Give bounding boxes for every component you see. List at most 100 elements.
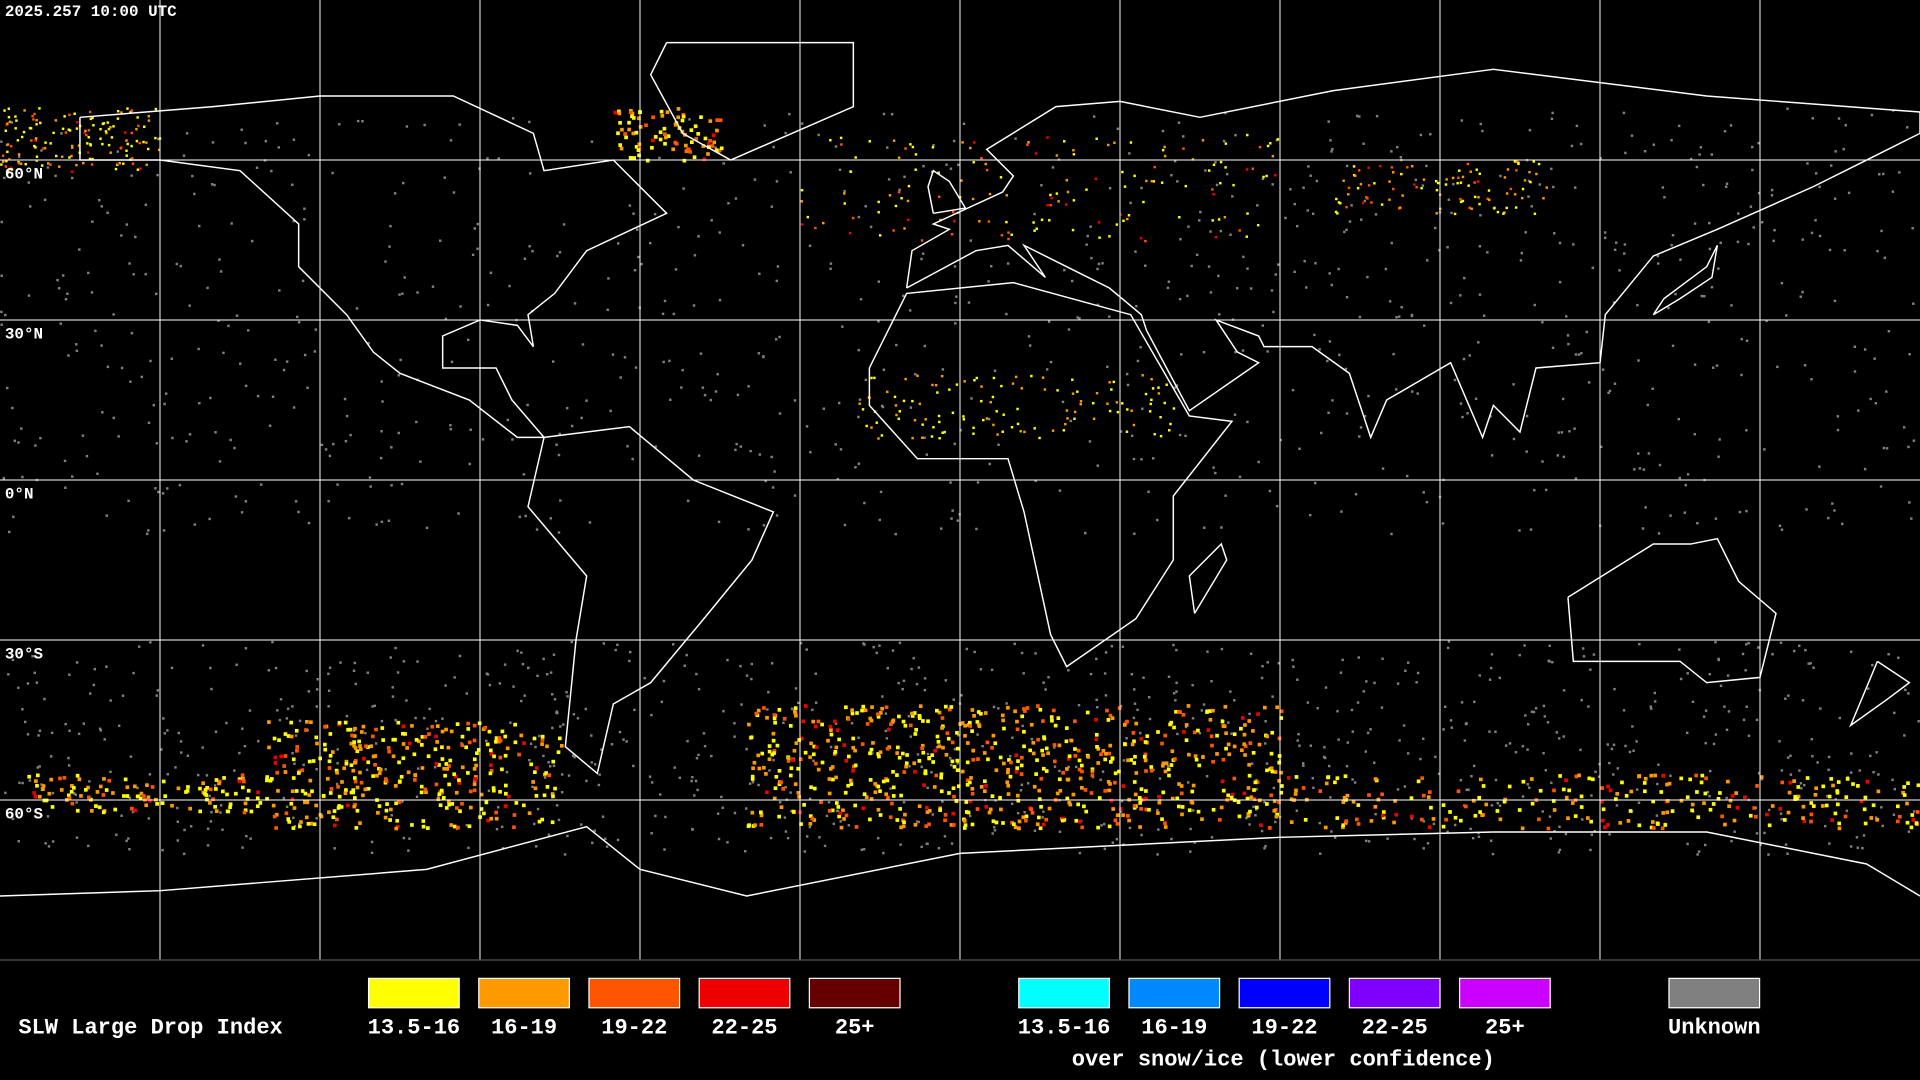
cloud-pixel <box>733 811 737 815</box>
cloud-pixel <box>369 744 373 749</box>
cloud-pixel <box>1039 804 1043 809</box>
cloud-pixel <box>1580 698 1583 702</box>
cloud-pixel <box>1460 119 1464 122</box>
cloud-pixel <box>664 135 668 140</box>
cloud-pixel <box>798 757 803 762</box>
cloud-pixel <box>1606 823 1610 827</box>
cloud-pixel <box>1836 780 1841 784</box>
cloud-pixel <box>1820 804 1825 808</box>
cloud-pixel <box>327 766 332 770</box>
cloud-pixel <box>336 785 340 789</box>
cloud-pixel <box>770 205 774 208</box>
cloud-pixel <box>38 107 41 110</box>
cloud-pixel <box>1152 180 1156 183</box>
cloud-pixel <box>950 842 954 845</box>
cloud-pixel <box>1893 711 1896 715</box>
cloud-pixel <box>295 748 299 753</box>
cloud-pixel <box>62 775 67 780</box>
cloud-pixel <box>59 322 62 325</box>
cloud-pixel <box>1210 679 1213 683</box>
cloud-pixel <box>1715 364 1719 367</box>
cloud-pixel <box>1221 724 1226 728</box>
cloud-pixel <box>772 716 777 721</box>
cloud-pixel <box>1752 226 1755 229</box>
cloud-pixel <box>43 697 46 701</box>
cloud-pixel <box>809 450 812 454</box>
cloud-pixel <box>770 752 775 757</box>
cloud-pixel <box>7 115 11 119</box>
cloud-pixel <box>1301 786 1306 790</box>
cloud-pixel <box>125 785 130 790</box>
cloud-pixel <box>1630 134 1634 137</box>
cloud-pixel <box>1623 252 1626 255</box>
cloud-pixel <box>1214 161 1217 164</box>
cloud-pixel <box>880 404 884 408</box>
cloud-pixel <box>997 443 1000 446</box>
cloud-pixel <box>756 708 761 713</box>
cloud-pixel <box>198 809 203 814</box>
cloud-pixel <box>132 671 135 675</box>
cloud-pixel <box>1277 263 1280 266</box>
cloud-pixel <box>1551 660 1554 664</box>
cloud-pixel <box>857 736 860 739</box>
cloud-pixel <box>750 774 755 779</box>
cloud-pixel <box>1695 165 1699 169</box>
cloud-pixel <box>298 719 302 723</box>
legend-swatch <box>1238 977 1331 1009</box>
cloud-pixel <box>1809 662 1812 665</box>
cloud-pixel <box>1066 190 1070 194</box>
cloud-pixel <box>1106 365 1109 369</box>
cloud-pixel <box>628 659 631 663</box>
cloud-pixel <box>472 738 477 743</box>
cloud-pixel <box>1005 220 1008 224</box>
cloud-pixel <box>1812 804 1816 808</box>
cloud-pixel <box>36 773 40 778</box>
cloud-pixel <box>1803 364 1807 367</box>
cloud-pixel <box>121 694 125 697</box>
cloud-pixel <box>43 198 47 202</box>
cloud-pixel <box>130 144 133 148</box>
cloud-pixel <box>1052 759 1057 764</box>
cloud-pixel <box>1191 158 1195 161</box>
cloud-pixel <box>1429 132 1432 136</box>
cloud-pixel <box>674 141 679 146</box>
cloud-pixel <box>1491 852 1495 856</box>
cloud-pixel <box>1097 796 1102 800</box>
cloud-pixel <box>1001 430 1004 433</box>
cloud-pixel <box>170 357 174 360</box>
cloud-pixel <box>1416 392 1419 395</box>
cloud-pixel <box>710 144 715 148</box>
cloud-pixel <box>1128 826 1132 830</box>
cloud-pixel <box>793 494 797 497</box>
cloud-pixel <box>662 126 667 131</box>
cloud-pixel <box>109 126 112 129</box>
cloud-pixel <box>870 376 873 380</box>
cloud-pixel <box>423 123 426 127</box>
cloud-pixel <box>130 131 133 135</box>
cloud-pixel <box>1660 826 1665 831</box>
cloud-pixel <box>1157 794 1161 799</box>
cloud-pixel <box>110 136 114 139</box>
cloud-pixel <box>176 820 180 823</box>
cloud-pixel <box>1302 764 1305 768</box>
cloud-pixel <box>265 797 269 801</box>
cloud-pixel <box>976 481 980 484</box>
cloud-pixel <box>1853 370 1857 373</box>
cloud-pixel <box>67 354 70 357</box>
cloud-pixel <box>1459 181 1463 184</box>
cloud-pixel <box>519 733 524 738</box>
cloud-pixel <box>384 260 387 263</box>
cloud-pixel <box>926 752 930 756</box>
cloud-pixel <box>920 746 924 750</box>
cloud-pixel <box>893 395 897 399</box>
cloud-pixel <box>1110 716 1115 720</box>
cloud-pixel <box>921 436 924 439</box>
cloud-pixel <box>861 408 865 411</box>
cloud-pixel <box>1352 165 1356 168</box>
cloud-pixel <box>692 155 697 160</box>
cloud-pixel <box>1898 171 1901 174</box>
cloud-pixel <box>880 706 884 711</box>
cloud-pixel <box>1005 194 1008 197</box>
cloud-pixel <box>1026 782 1030 785</box>
cloud-pixel <box>1637 774 1641 779</box>
